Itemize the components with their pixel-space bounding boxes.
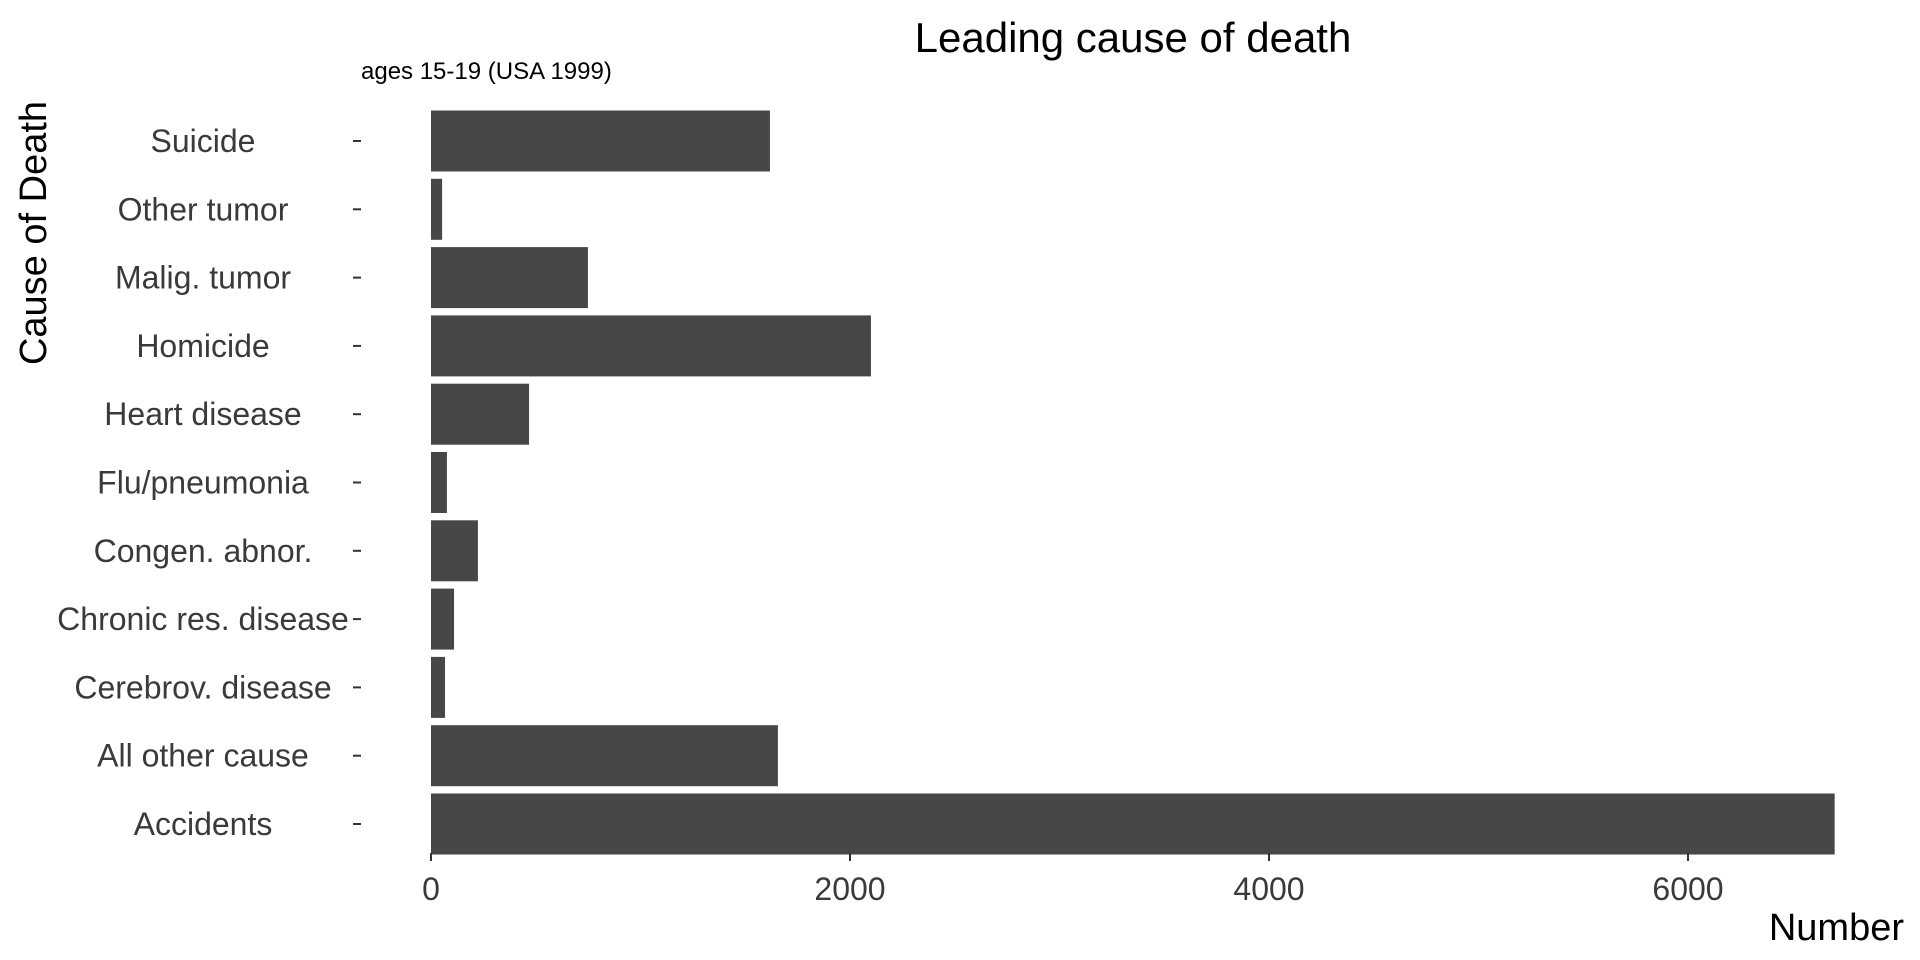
bar	[431, 383, 530, 445]
bar	[431, 315, 871, 377]
y-tick-label: Chronic res. disease	[57, 601, 349, 637]
bar	[431, 725, 778, 787]
bar	[431, 247, 588, 309]
x-tick-label: 0	[422, 871, 440, 907]
y-tick-label: Malig. tumor	[115, 260, 291, 296]
chart-title: Leading cause of death	[915, 14, 1352, 61]
bar	[431, 793, 1835, 855]
y-tick-label: Cerebrov. disease	[74, 669, 331, 705]
y-tick-label: Flu/pneumonia	[97, 465, 309, 501]
bar	[431, 178, 443, 240]
x-tick-label: 4000	[1233, 871, 1304, 907]
y-tick-label: Congen. abnor.	[94, 533, 313, 569]
bar	[431, 656, 446, 718]
x-tick-label: 6000	[1652, 871, 1723, 907]
x-tick-label: 2000	[814, 871, 885, 907]
y-tick-label: Other tumor	[118, 191, 289, 227]
y-axis-title: Cause of Death	[13, 101, 55, 365]
bar	[431, 520, 478, 582]
bar	[431, 452, 447, 513]
bar	[431, 110, 770, 172]
y-tick-label: Homicide	[136, 328, 269, 364]
x-axis-title: Number	[1769, 907, 1904, 949]
y-tick-label: Suicide	[151, 123, 256, 159]
y-tick-label: Heart disease	[104, 396, 301, 432]
y-tick-label: Accidents	[134, 806, 273, 842]
y-tick-label: All other cause	[97, 738, 309, 774]
bar	[431, 588, 455, 650]
chart-subtitle: ages 15-19 (USA 1999)	[361, 58, 612, 85]
